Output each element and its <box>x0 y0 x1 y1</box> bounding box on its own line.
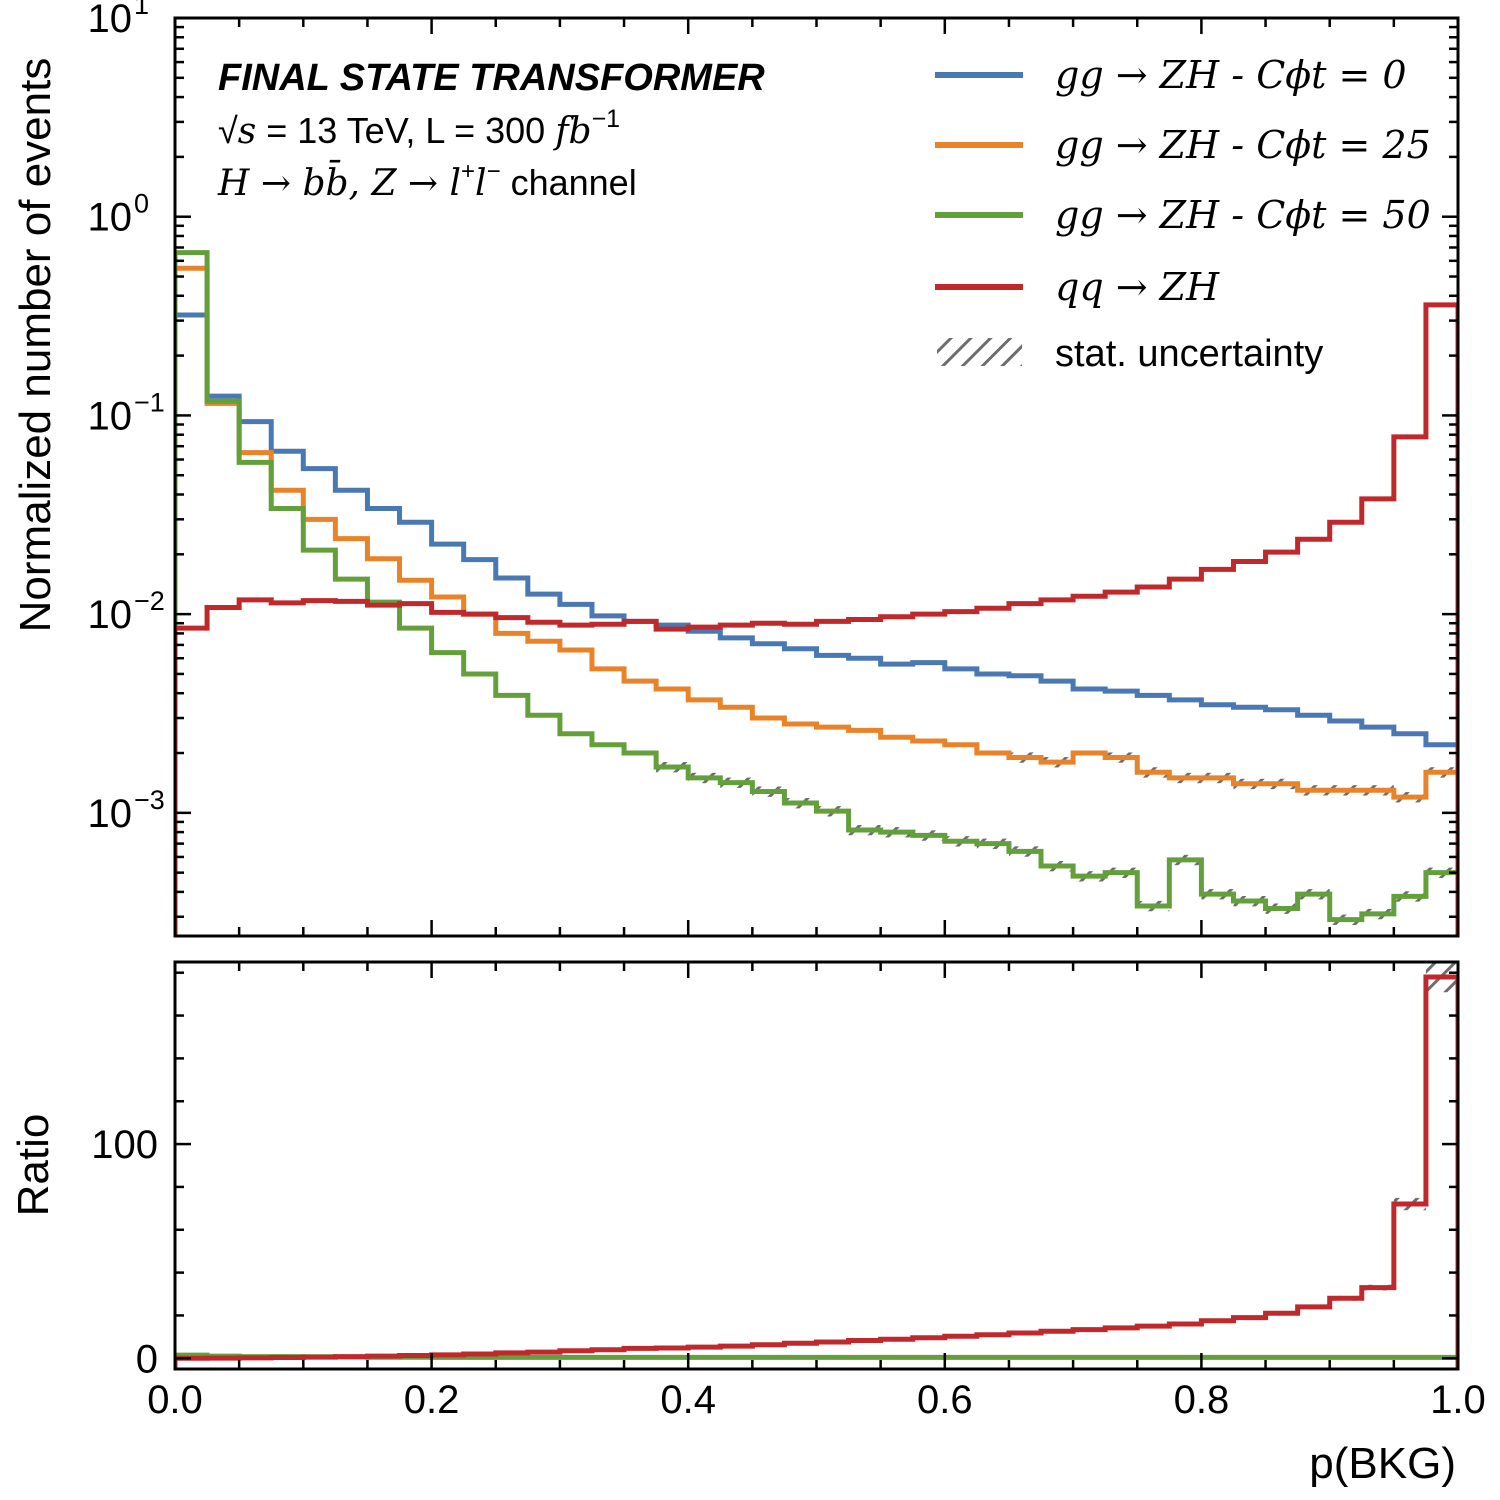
series-line-2 <box>175 250 1458 936</box>
x-tick-label: 1.0 <box>1430 1378 1486 1422</box>
series-line-3 <box>175 302 1458 936</box>
ratio-y-axis-label: Ratio <box>9 1114 58 1217</box>
main-y-tick-label: 10 <box>88 593 133 637</box>
channel-plus: + <box>461 158 475 185</box>
energy-sqrt-symbol: √ <box>218 110 238 151</box>
main-y-tick-label: 10 <box>88 792 133 836</box>
energy-s-symbol: s <box>238 111 256 152</box>
ratio-series-group <box>175 974 1458 1369</box>
legend-swatch-uncertainty <box>937 338 1022 366</box>
channel-ll: → l <box>396 163 461 204</box>
main-y-axis-label: Normalized number of events <box>11 58 60 633</box>
x-axis-label: p(BKG) <box>1309 1439 1456 1488</box>
main-y-tick-exponent: 1 <box>134 0 149 20</box>
channel-minus: − <box>487 158 501 185</box>
main-y-tick-exponent: −2 <box>134 586 165 616</box>
legend-label-uncertainty: stat. uncertainty <box>1055 333 1323 375</box>
legend-label-1: gg → ZH - Cϕt = 25 <box>1055 123 1431 167</box>
ratio-ticks: 0.0 0.2 0.4 0.6 0.8 1.0 0 100 <box>91 962 1486 1422</box>
x-tick-label: 0.6 <box>917 1378 973 1422</box>
series-line-0 <box>175 312 1458 936</box>
channel-h: H <box>217 163 250 204</box>
x-tick-label: 0.0 <box>147 1378 203 1422</box>
ratio-series-line-1 <box>175 974 1458 1369</box>
main-y-tick-exponent: 0 <box>134 189 149 219</box>
energy-unit: fb <box>552 111 591 152</box>
energy-unit-exponent: −1 <box>592 105 621 133</box>
main-series-group <box>175 250 1458 936</box>
channel-word: channel <box>501 162 637 203</box>
main-axes-frame <box>173 16 1460 938</box>
ratio-panel: 0.0 0.2 0.4 0.6 0.8 1.0 0 100 Ratio p(BKG) <box>9 960 1486 1488</box>
x-tick-label: 0.4 <box>660 1378 716 1422</box>
legend-label-3: qq → ZH <box>1055 265 1220 309</box>
channel-bb: → bb̄, <box>249 160 371 204</box>
channel-label: H → bb̄, Z → l+l− channel <box>217 158 637 204</box>
main-y-tick-label: 10 <box>88 0 133 41</box>
energy-lumi-text: = 13 TeV, L = 300 <box>256 110 555 151</box>
energy-lumi-label: √s = 13 TeV, L = 300 fb−1 <box>218 105 620 152</box>
main-y-tick-label: 10 <box>88 196 133 240</box>
ratio-uncertainty-bands <box>175 962 1458 1359</box>
x-tick-label: 0.2 <box>404 1378 460 1422</box>
main-y-tick-exponent: −3 <box>134 785 165 815</box>
experiment-label: FINAL STATE TRANSFORMER <box>218 57 765 99</box>
legend-label-0: gg → ZH - Cϕt = 0 <box>1055 53 1407 97</box>
x-tick-label: 0.8 <box>1174 1378 1230 1422</box>
series-line-1 <box>175 265 1458 936</box>
main-y-tick-exponent: −1 <box>134 387 165 417</box>
main-y-tick-label: 10 <box>88 394 133 438</box>
legend-label-2: gg → ZH - Cϕt = 50 <box>1055 193 1431 237</box>
ratio-y-tick-label: 100 <box>91 1123 158 1167</box>
channel-z: Z <box>370 163 397 204</box>
channel-l2: l <box>475 163 487 204</box>
legend: gg → ZH - Cϕt = 0 gg → ZH - Cϕt = 25 gg → … <box>935 53 1431 375</box>
ratio-y-tick-label: 0 <box>136 1337 158 1381</box>
ratio-axes-frame <box>173 960 1460 1371</box>
